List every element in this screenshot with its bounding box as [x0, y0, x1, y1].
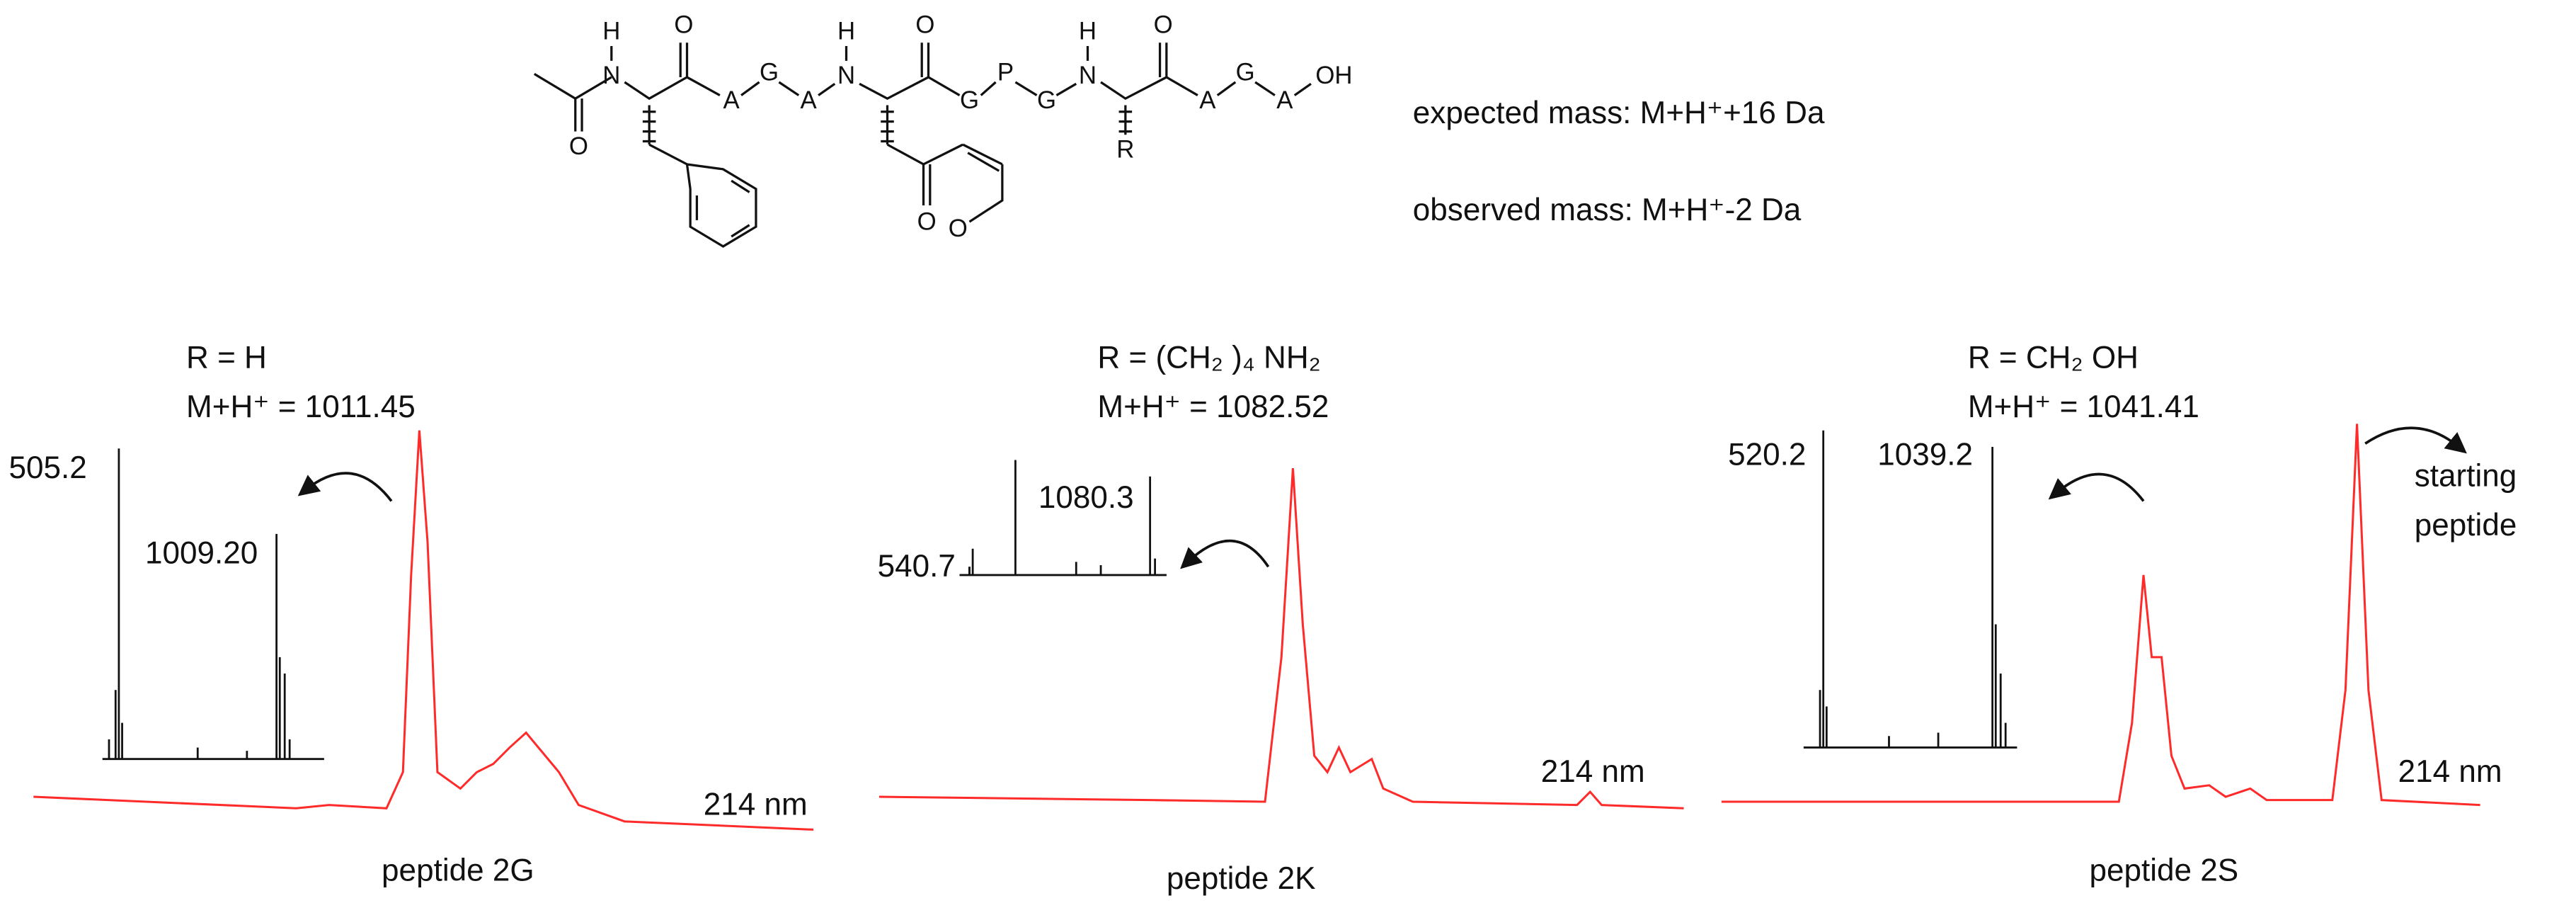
annotation: peptide — [2415, 508, 2517, 543]
wavelength: 214 nm — [2398, 754, 2502, 789]
atom-label: H — [1079, 18, 1097, 45]
chemical-structure: H N O O A G A H N O O O G P G H N R O A … — [533, 11, 1353, 248]
atom-label: A — [1199, 87, 1216, 114]
atom-label: A — [723, 87, 740, 114]
ms-spectrum — [959, 460, 1167, 577]
atom-label: H — [602, 18, 620, 45]
wavelength: 214 nm — [1541, 754, 1645, 789]
atom-label: O — [949, 215, 968, 242]
chromatogram — [33, 430, 814, 831]
atom-label: O — [1154, 11, 1173, 38]
chromatogram — [1721, 424, 2480, 807]
atom-label: H — [837, 18, 855, 45]
mass: M+H⁺ = 1041.41 — [1968, 390, 2199, 424]
atom-label: G — [760, 59, 779, 86]
annotation: starting — [2415, 459, 2517, 494]
ms-peak-label: 1039.2 — [1877, 437, 1973, 472]
atom-label: R — [1116, 137, 1134, 164]
atom-label: A — [801, 87, 818, 114]
r-group: R = H — [186, 341, 267, 375]
atom-label: G — [1037, 87, 1056, 114]
mass: M+H⁺ = 1011.45 — [186, 390, 416, 424]
ms-spectrum — [1803, 430, 2017, 749]
ms-peak-label: 505.2 — [8, 450, 86, 485]
ms-peak-label: 520.2 — [1728, 437, 1806, 472]
ms-spectrum — [959, 567, 1167, 577]
chromatogram — [878, 468, 1684, 810]
r-group: R = CH₂ OH — [1968, 341, 2139, 375]
arrow — [2364, 426, 2467, 454]
expected-mass: expected mass: M+H⁺+16 Da — [1413, 96, 1825, 130]
atom-label: N — [1079, 62, 1097, 89]
atom-label: N — [837, 62, 855, 89]
ms-spectrum — [102, 448, 324, 761]
atom-label: G — [1236, 59, 1255, 86]
atom-label: O — [569, 133, 588, 160]
atom-label: N — [602, 62, 620, 89]
r-group: R = (CH₂ )₄ NH₂ — [1097, 341, 1320, 375]
atom-label: O — [674, 11, 693, 38]
arrow — [1180, 539, 1270, 569]
atom-label: O — [915, 11, 934, 38]
atom-label: A — [1276, 87, 1293, 114]
caption: peptide 2G — [382, 853, 534, 887]
caption: peptide 2S — [2089, 853, 2238, 887]
mass: M+H⁺ = 1082.52 — [1097, 390, 1329, 424]
wavelength: 214 nm — [704, 788, 808, 822]
atom-label: OH — [1315, 62, 1352, 89]
observed-mass: observed mass: M+H⁺-2 Da — [1413, 193, 1802, 227]
atom-label: O — [917, 209, 937, 236]
atom-label: G — [960, 87, 979, 114]
ms-peak-label: 540.7 — [878, 549, 956, 584]
arrow — [297, 472, 393, 502]
stereo-bond — [642, 105, 656, 145]
caption: peptide 2K — [1167, 861, 1316, 896]
ms-peak-label: 1009.20 — [145, 536, 258, 571]
ms-peak-label: 1080.3 — [1038, 480, 1134, 515]
arrow — [2048, 472, 2145, 502]
atom-label: P — [997, 59, 1014, 86]
